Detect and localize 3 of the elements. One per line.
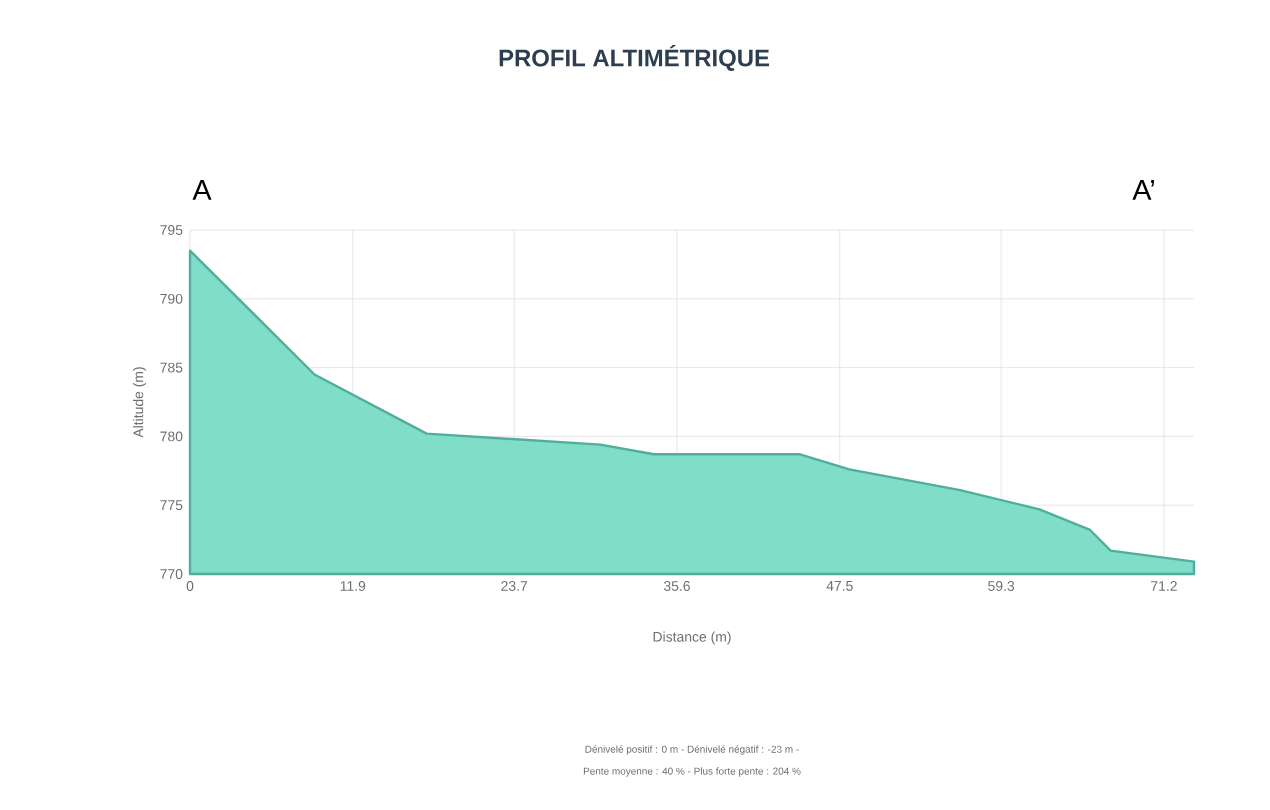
chart-title: PROFIL ALTIMÉTRIQUE bbox=[499, 45, 770, 71]
text: A’ bbox=[1132, 180, 1154, 200]
text: A bbox=[192, 180, 212, 200]
